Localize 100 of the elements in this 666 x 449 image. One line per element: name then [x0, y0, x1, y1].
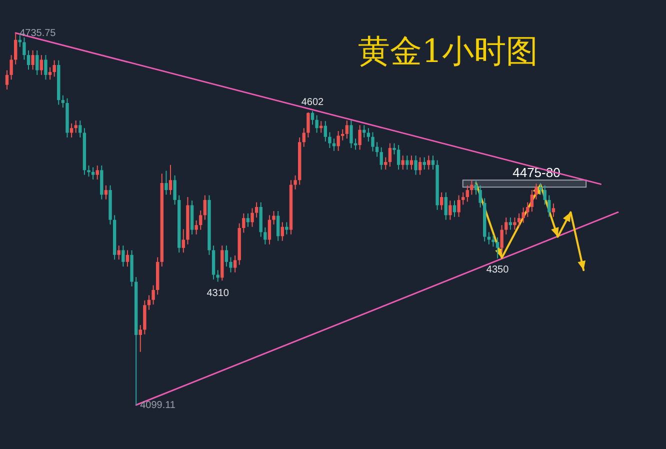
candlestick — [173, 174, 176, 206]
candlestick — [229, 256, 232, 273]
candlestick — [310, 110, 314, 126]
annotation: 4602 — [301, 97, 324, 108]
annotation: 4310 — [206, 288, 230, 299]
candlestick — [164, 170, 168, 196]
candlestick — [264, 226, 267, 245]
candlestick — [462, 192, 465, 206]
candlestick — [74, 120, 78, 134]
candlestick — [224, 245, 228, 268]
candlestick — [168, 164, 172, 196]
candlestick — [492, 234, 495, 248]
candlestick — [152, 284, 155, 306]
candlestick — [427, 155, 430, 170]
candlestick — [22, 37, 26, 60]
candlestick — [478, 184, 482, 208]
candlestick — [242, 212, 246, 234]
candlestick — [324, 120, 328, 142]
candlestick — [276, 210, 280, 242]
candlestick — [126, 250, 130, 268]
candlestick — [431, 155, 435, 170]
candlestick — [280, 222, 284, 242]
candlestick — [384, 156, 388, 170]
candlestick — [543, 184, 546, 206]
candlestick — [474, 180, 478, 196]
candlestick — [396, 144, 400, 170]
candlestick — [182, 228, 186, 254]
candlestick — [268, 214, 272, 245]
candlestick — [406, 155, 409, 170]
candlestick — [414, 155, 418, 176]
candlestick — [5, 70, 9, 90]
candlestick — [371, 132, 374, 152]
candlestick — [315, 114, 318, 134]
candlestick — [10, 54, 13, 80]
candlestick — [422, 156, 426, 170]
candlestick — [350, 120, 353, 148]
candlestick — [203, 194, 207, 220]
candlestick — [216, 270, 220, 282]
candlestick — [78, 120, 82, 138]
candlestick — [448, 200, 452, 220]
candlestick — [70, 122, 74, 138]
candlestick — [26, 50, 30, 70]
candlestick — [457, 194, 460, 218]
candlestick — [362, 124, 366, 138]
candlestick — [96, 164, 99, 180]
annotation: 4350 — [486, 264, 510, 276]
chart-title: 黄金1小时图 — [358, 32, 538, 70]
candlestick — [375, 142, 379, 158]
annotation: 4099.11 — [140, 400, 176, 411]
candlestick — [117, 245, 120, 260]
candlestick — [48, 66, 52, 80]
candlestick — [306, 112, 310, 138]
candlestick — [61, 94, 65, 108]
candlestick — [466, 184, 469, 202]
candlestick — [380, 146, 383, 170]
candlestick — [538, 182, 542, 196]
candlestick — [401, 155, 404, 170]
candlestick — [496, 236, 500, 259]
candlestick — [500, 224, 504, 254]
candlestick — [552, 202, 556, 218]
candlestick — [452, 200, 456, 218]
candlestick — [526, 202, 530, 218]
candlestick — [522, 207, 525, 224]
candlestick — [440, 192, 444, 210]
candlestick — [444, 192, 448, 220]
candlestick — [91, 166, 95, 180]
candlestick — [147, 294, 151, 310]
candlestick — [328, 132, 332, 148]
candlestick — [285, 222, 288, 235]
candlestick — [366, 128, 370, 142]
candlestick — [138, 324, 142, 352]
candlestick — [294, 174, 297, 190]
candlestick — [199, 210, 202, 230]
candlestick — [345, 120, 349, 140]
candlestick — [44, 54, 48, 80]
candlestick — [410, 155, 414, 170]
candlestick — [272, 210, 276, 226]
candlestick — [508, 217, 512, 230]
candlestick — [513, 217, 516, 230]
candlestick — [14, 32, 18, 65]
candlestick — [122, 245, 125, 268]
candlestick — [52, 60, 56, 78]
candlestick — [534, 183, 538, 200]
candlestick — [418, 156, 422, 176]
candlestick — [354, 138, 358, 150]
candlestick — [470, 180, 474, 196]
candlestick — [336, 130, 340, 152]
candlestick — [104, 184, 108, 200]
candlestick — [504, 217, 508, 235]
candlestick — [233, 254, 237, 273]
candlestick — [31, 50, 34, 70]
candlestick — [530, 190, 534, 212]
candlestick — [250, 208, 254, 228]
candlestick — [548, 194, 551, 218]
candlestick — [40, 54, 44, 76]
candlestick — [246, 212, 250, 228]
candlestick — [254, 202, 258, 218]
annotation: 4735.75 — [20, 28, 56, 39]
candlestick — [36, 50, 39, 76]
candlestick — [358, 124, 362, 150]
